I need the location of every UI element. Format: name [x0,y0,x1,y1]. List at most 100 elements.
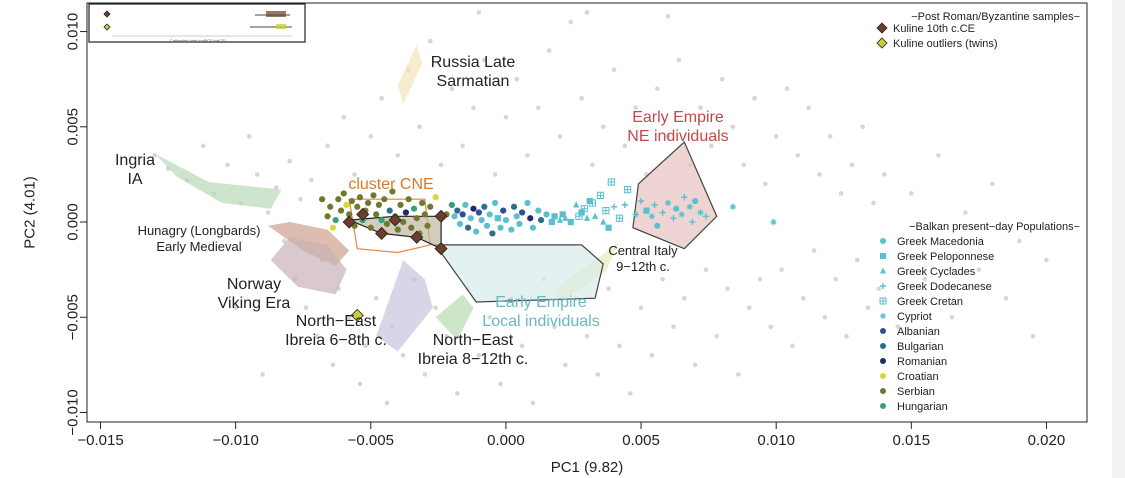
background-point [709,143,714,149]
inset-frame [88,3,306,43]
legend-marker [876,22,888,34]
data-point [600,218,607,225]
polygon-label: Early Empire [632,109,724,126]
background-point [725,286,730,291]
background-point [590,162,595,168]
background-point [552,324,557,330]
legend-label: Serbian [897,386,935,398]
cluster-cne-polygon [348,198,431,254]
data-point [494,215,501,222]
background-point [638,305,644,311]
x-tick-label: 0.010 [757,432,795,449]
data-point [489,230,496,237]
background-point [444,333,449,339]
kuline-10th-point [434,209,448,223]
data-point [432,194,439,201]
legend-marker [880,388,886,394]
data-point [502,217,510,224]
background-point [303,305,309,311]
background-point [309,177,314,183]
polygon-label: Early Medieval [156,239,241,254]
x-tick-label: −0.010 [213,432,259,449]
background-point [784,86,790,92]
kuline-10th-point [434,242,448,256]
early-empire-ne-polygon [632,140,718,250]
legend-marker [880,313,886,319]
background-point [427,38,433,44]
background-point [438,162,444,168]
background-point [476,353,482,358]
background-point [665,134,671,139]
polygon-labels: Russia Late Sarmatian Ingria IA cluster CNE H… [115,54,729,368]
legend-balkan-title: −Balkan present−day Populations− [909,221,1080,233]
background-point [346,314,352,320]
data-point [678,211,685,218]
data-point [543,211,550,218]
data-point [643,207,650,214]
background-point [876,286,882,291]
background-point [990,181,995,187]
data-point [478,217,485,224]
data-point [513,213,520,220]
x-tick-label: −0.015 [77,432,123,449]
data-point [559,211,566,218]
background-point [714,333,720,339]
data-point [343,201,350,208]
polygons [154,44,718,352]
background-point [881,172,887,177]
data-point [583,214,591,221]
kuline-outlier-point [350,308,364,322]
background-point [768,324,774,330]
data-point [464,224,472,231]
background-point [314,333,320,339]
background-point [357,381,363,387]
legend-label: Hungarian [897,401,948,413]
data-point [364,199,372,207]
data-point [697,209,704,216]
background-point [298,196,303,202]
background-point [811,248,817,253]
data-point [519,209,526,216]
background-point [736,372,741,377]
ne-iberia-8-12th-polygon [435,294,474,341]
data-point [537,217,545,224]
background-point [922,276,928,282]
data-point [529,224,537,231]
data-point [335,196,342,203]
inset-kuline-marker [103,10,111,18]
data-point [623,186,632,194]
background-point [622,143,628,149]
background-point [681,295,687,301]
background-point [225,162,230,168]
background-point [849,162,855,168]
background-point [536,105,541,111]
polygon-label: North−East [296,313,377,330]
polygon-label: Viking Era [218,295,291,312]
inset-density [276,24,286,29]
data-point [596,191,605,199]
legend-marker [880,267,886,274]
background-point [817,172,822,177]
background-point [800,295,806,301]
data-point [402,209,410,216]
background-point [400,353,406,358]
data-point [567,218,574,226]
background-point [790,343,795,349]
data-point [470,205,477,212]
data-point [354,203,361,210]
data-point [451,213,458,220]
inset-density [266,11,286,17]
data-point [578,209,585,216]
data-point [397,201,404,208]
legend-marker [876,37,888,49]
background-point [963,210,968,215]
x-tick-label: −0.005 [348,432,394,449]
data-point [456,220,464,228]
background-point [1044,257,1049,263]
data-point [681,194,688,201]
background-point [795,153,801,158]
data-point [702,213,710,220]
data-point [486,211,493,218]
data-point [419,199,426,207]
